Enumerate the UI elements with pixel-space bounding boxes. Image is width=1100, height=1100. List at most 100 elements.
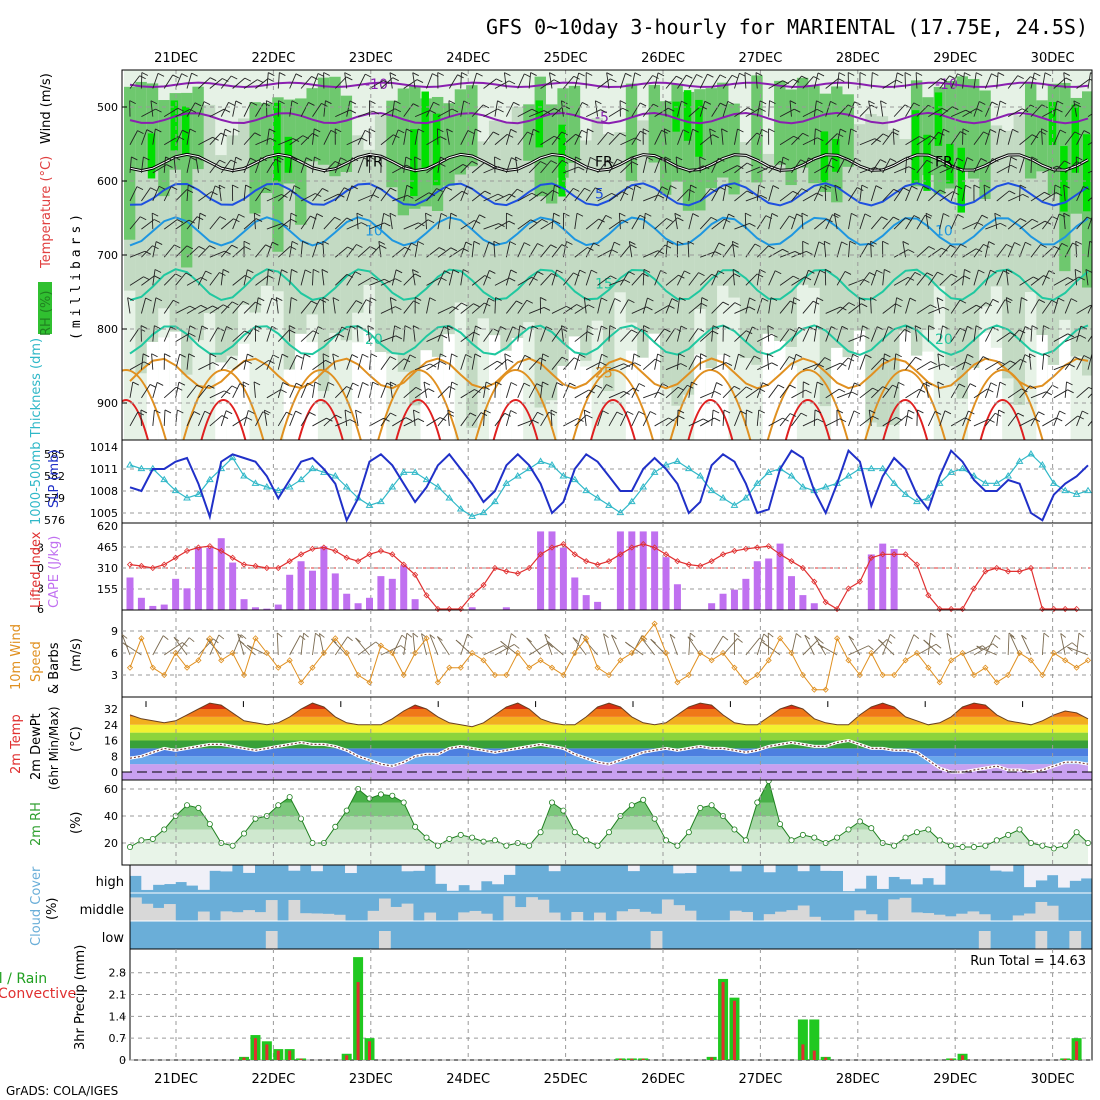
wind-barb bbox=[198, 270, 206, 286]
wind-barb-flag bbox=[976, 108, 983, 112]
wind-barb-flag bbox=[775, 270, 782, 275]
wind-barb bbox=[517, 382, 525, 398]
rh-dry-cell bbox=[762, 333, 776, 440]
cloud-mid-cell bbox=[978, 914, 991, 921]
wind-barb bbox=[791, 188, 803, 202]
wind-barb-flag bbox=[646, 306, 653, 311]
wind-barb bbox=[505, 157, 512, 174]
cloud-low-cell bbox=[650, 931, 663, 949]
wind-barb bbox=[985, 361, 1000, 371]
wind-barb-flag bbox=[411, 242, 418, 247]
precip-convective-bar bbox=[345, 1055, 349, 1060]
wind10-barb-flag bbox=[455, 639, 462, 645]
wind-barb bbox=[1087, 72, 1091, 89]
wind-barb bbox=[756, 298, 763, 314]
wind-barb-flag bbox=[429, 110, 437, 114]
wind-barb bbox=[380, 187, 391, 202]
cloud-low-cell bbox=[378, 931, 391, 949]
wind10-marker bbox=[765, 657, 772, 664]
wind-barb-flag bbox=[965, 109, 972, 114]
wind-barb-flag bbox=[1067, 333, 1074, 338]
wind-barb-flag bbox=[578, 72, 585, 77]
wind-barb-flag bbox=[819, 269, 827, 274]
wind-barb bbox=[346, 271, 356, 286]
wind-barb-flag bbox=[687, 240, 695, 245]
wind-barb-flag bbox=[355, 409, 362, 414]
wind-barb bbox=[893, 297, 898, 314]
wind-barb bbox=[1076, 130, 1085, 145]
cloud-mid-cell bbox=[888, 899, 901, 921]
wind10-marker bbox=[970, 671, 978, 679]
isotherm-label: 5 bbox=[595, 186, 604, 202]
wind-barb-flag bbox=[305, 157, 313, 162]
wind10-barb bbox=[1067, 646, 1089, 656]
wind10-barb bbox=[916, 643, 937, 656]
wind-barb-flag bbox=[857, 187, 864, 191]
wind-barb-flag bbox=[749, 297, 756, 302]
wind-barb-flag bbox=[322, 240, 329, 245]
wind-barb bbox=[893, 276, 909, 286]
wind-barb-flag bbox=[645, 212, 652, 217]
wind10-marker bbox=[594, 664, 601, 671]
wind-barb-flag bbox=[290, 297, 298, 301]
wind-barb-flag bbox=[602, 410, 609, 415]
wind-barb-flag bbox=[793, 297, 801, 302]
wind-barb bbox=[380, 134, 394, 146]
wind-barb-flag bbox=[416, 79, 424, 83]
wind-barb-flag bbox=[291, 241, 299, 245]
wind10-barb bbox=[640, 637, 655, 656]
isotherm-25 bbox=[129, 357, 1089, 390]
wind10-barb-flag bbox=[347, 636, 353, 642]
wind-barb-flag bbox=[190, 156, 197, 161]
wind-barb bbox=[505, 326, 513, 342]
wind-barb bbox=[928, 306, 944, 314]
wind-barb bbox=[367, 325, 370, 342]
wind-barb bbox=[905, 136, 920, 146]
pressure-units-label: (millibars) bbox=[69, 210, 84, 340]
rh-mid-cell bbox=[865, 114, 878, 423]
wind-barb-flag bbox=[1056, 100, 1064, 105]
wind-barb-flag bbox=[808, 157, 815, 162]
wind-barb bbox=[1063, 185, 1066, 202]
wind-barb bbox=[403, 300, 414, 314]
wind-barb bbox=[962, 269, 965, 286]
wind-barb-flag bbox=[674, 212, 682, 217]
wind10-barb-flag bbox=[878, 639, 884, 644]
wind-barb bbox=[1053, 129, 1061, 145]
wind-barb-flag bbox=[465, 241, 473, 246]
wind-barb bbox=[928, 363, 944, 371]
wind-barb-flag bbox=[696, 74, 703, 78]
lifted-index-marker bbox=[936, 605, 943, 613]
wind-barb bbox=[1007, 359, 1021, 371]
wind-barb bbox=[814, 164, 829, 174]
wind-barb-flag bbox=[417, 241, 425, 245]
wind10-barb bbox=[209, 634, 220, 656]
wind-barb-flag bbox=[806, 250, 813, 255]
cape-bar bbox=[388, 578, 396, 610]
cape-tick-label: 310 bbox=[97, 562, 118, 575]
wind-barb-flag bbox=[295, 73, 303, 78]
wind-barb-flag bbox=[595, 100, 602, 105]
wind-barb-flag bbox=[204, 410, 211, 415]
thickness-marker bbox=[377, 497, 385, 505]
rh2m-marker bbox=[594, 842, 601, 849]
rh2m-marker bbox=[560, 807, 567, 814]
wind-barb bbox=[745, 388, 760, 399]
bottom-date-label: 27DEC bbox=[738, 1072, 782, 1087]
wind-barb bbox=[848, 187, 858, 202]
wind-barb-flag bbox=[137, 130, 144, 135]
cape-tick-label: 620 bbox=[97, 520, 118, 533]
wind-barb-flag bbox=[943, 363, 950, 368]
wind-barb-flag bbox=[140, 409, 148, 414]
wind-label: Wind (m/s) bbox=[39, 73, 54, 144]
wind-barb-flag bbox=[880, 100, 887, 105]
wind-barb bbox=[950, 131, 961, 145]
wind-barb-flag bbox=[414, 156, 421, 161]
wind-barb-flag bbox=[976, 304, 983, 309]
wind10-marker bbox=[1005, 671, 1012, 679]
wind-barb-flag bbox=[1004, 299, 1012, 304]
temp-band bbox=[130, 748, 1088, 757]
wind-barb bbox=[757, 362, 772, 371]
wind-barb-flag bbox=[346, 386, 353, 390]
wind-barb bbox=[973, 214, 983, 230]
